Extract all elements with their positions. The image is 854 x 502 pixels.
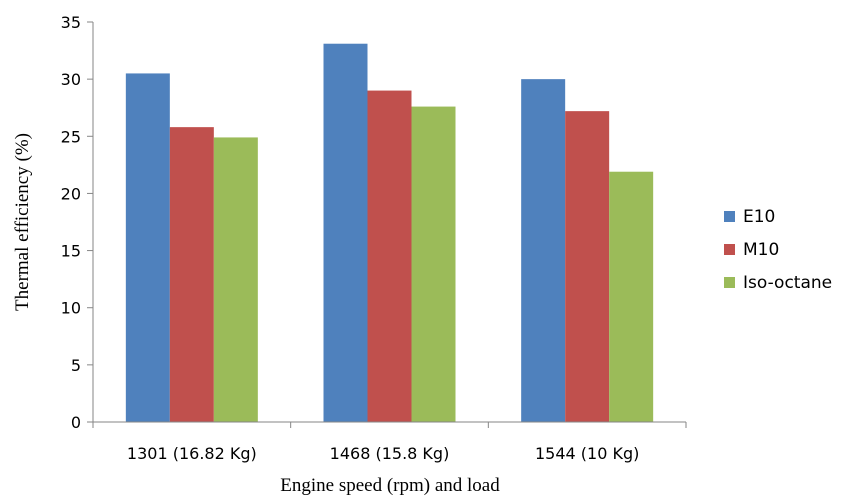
bar-m10 [367, 90, 412, 423]
bar-m10 [169, 127, 214, 423]
axes-group [92, 22, 686, 423]
bar-iso-octane [213, 137, 258, 422]
y-tick-label: 35 [61, 13, 81, 32]
y-tick-label: 25 [61, 127, 81, 146]
y-axis-title: Thermal efficiency (%) [12, 133, 33, 311]
x-ticks-group: 1301 (16.82 Kg) 1468 (15.8 Kg) 1544 (10 Kg… [92, 422, 687, 463]
y-ticks-group: 0 5 10 15 20 25 30 35 [61, 13, 93, 432]
legend-label: E10 [743, 207, 775, 227]
legend-label: Iso-octane [743, 273, 832, 293]
y-tick-label: 20 [61, 184, 81, 203]
legend-swatch [724, 244, 735, 255]
y-tick-label: 30 [61, 70, 81, 89]
legend-label: M10 [743, 240, 779, 260]
bar-iso-octane [609, 171, 654, 422]
bar-iso-octane [411, 106, 456, 423]
legend-swatch [724, 277, 735, 288]
x-tick-label: 1468 (15.8 Kg) [330, 444, 450, 463]
x-tick-label: 1544 (10 Kg) [535, 444, 639, 463]
y-tick-label: 5 [71, 356, 81, 375]
x-tick-label: 1301 (16.82 Kg) [127, 444, 257, 463]
y-tick-label: 0 [71, 413, 81, 432]
legend-swatch [724, 211, 735, 222]
bar-e10 [125, 73, 170, 422]
bar-e10 [521, 79, 566, 423]
bars-group [125, 43, 654, 423]
y-tick-label: 10 [61, 299, 81, 318]
x-axis-title: Engine speed (rpm) and load [280, 475, 500, 496]
bar-e10 [323, 43, 368, 422]
y-tick-label: 15 [61, 242, 81, 261]
bar-m10 [565, 111, 610, 423]
legend: E10 M10 Iso-octane [724, 207, 832, 293]
